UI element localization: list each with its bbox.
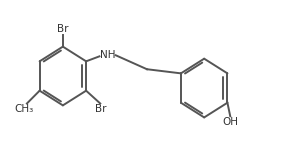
Text: Br: Br xyxy=(95,104,106,114)
Text: OH: OH xyxy=(222,117,238,127)
Text: NH: NH xyxy=(100,50,115,60)
Text: CH₃: CH₃ xyxy=(14,104,34,114)
Text: Br: Br xyxy=(57,24,69,34)
